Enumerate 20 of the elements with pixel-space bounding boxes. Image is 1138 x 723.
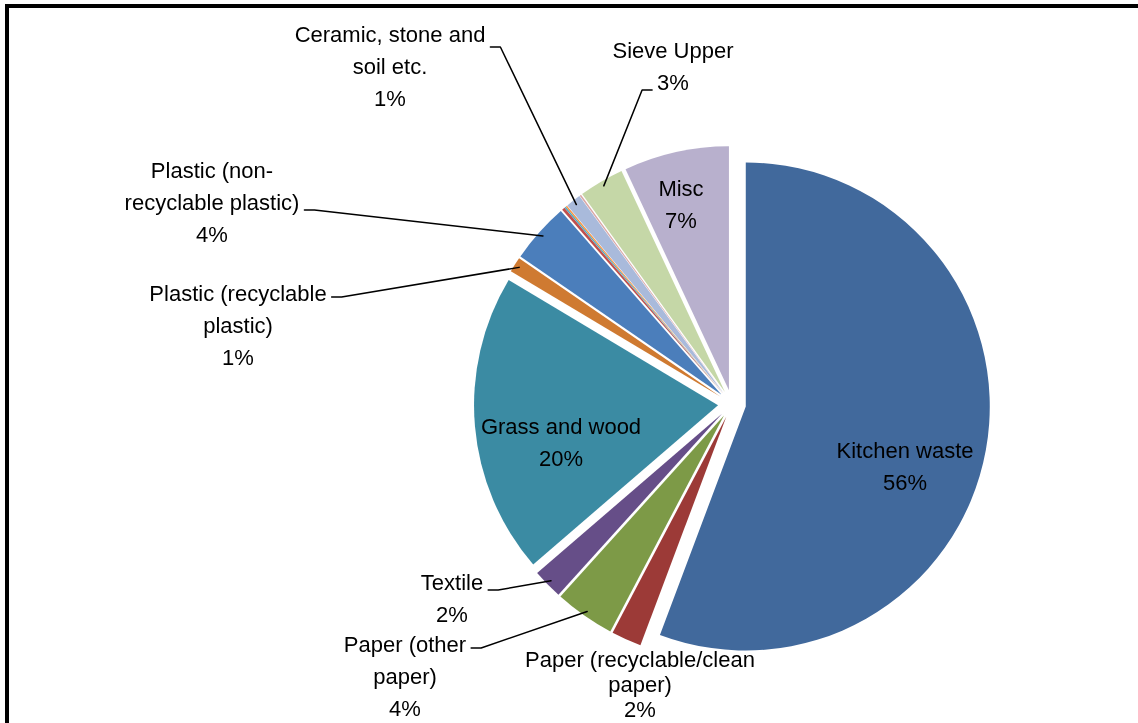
slice-label: Grass and wood [480, 414, 642, 440]
slice-label: Ceramic, stone and soil etc. [294, 22, 486, 80]
data-label: 1% [222, 345, 254, 371]
data-label: 3% [657, 70, 689, 96]
slice-label: Kitchen waste [836, 438, 974, 464]
data-label: 56% [882, 470, 928, 496]
data-label: 20% [538, 446, 584, 472]
slice-label: Plastic (non-recyclable plastic) [124, 158, 300, 216]
slice-label: Misc [658, 176, 704, 202]
data-label: 2% [624, 697, 656, 723]
slice-label: Plastic (recyclable plastic) [149, 281, 327, 339]
data-label: 7% [665, 208, 697, 234]
data-label: 1% [374, 86, 406, 112]
data-label: 4% [389, 696, 421, 722]
slice-label: Sieve Upper [612, 38, 734, 64]
slice-label: Paper (other paper) [343, 632, 467, 690]
data-label: 2% [436, 602, 468, 628]
slice-label: Paper (recyclable/clean paper) [525, 647, 755, 698]
slice-label: Textile [420, 570, 484, 596]
data-label: 4% [196, 222, 228, 248]
